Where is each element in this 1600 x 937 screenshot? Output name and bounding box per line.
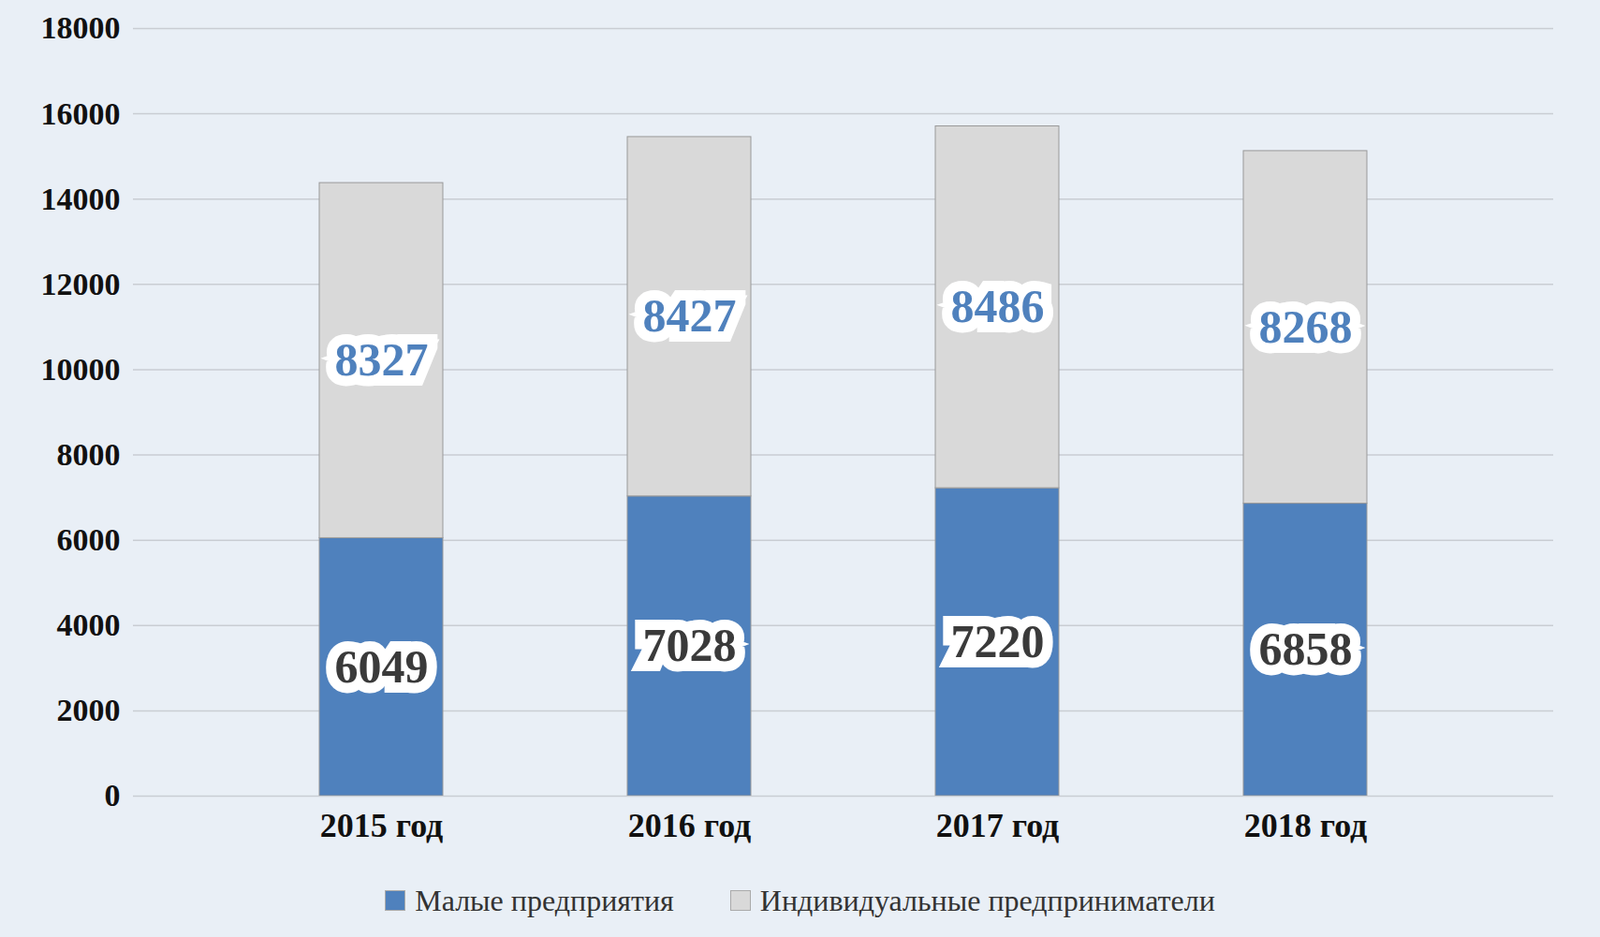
svg-text:2016 год: 2016 год bbox=[628, 807, 752, 845]
svg-text:18000: 18000 bbox=[41, 10, 121, 45]
svg-text:14000: 14000 bbox=[41, 181, 121, 217]
svg-text:6858: 6858 bbox=[1259, 622, 1353, 676]
html-text:Индивидуальные предприниматели: Индивидуальные предприниматели bbox=[760, 883, 1216, 918]
svg-text:8486: 8486 bbox=[951, 279, 1045, 333]
svg-text:4000: 4000 bbox=[57, 607, 121, 643]
svg-text:7220: 7220 bbox=[951, 615, 1045, 668]
svg-text:2015 год: 2015 год bbox=[320, 807, 444, 845]
svg-text:8000: 8000 bbox=[57, 437, 121, 472]
svg-text:12000: 12000 bbox=[41, 266, 121, 302]
svg-text:6000: 6000 bbox=[57, 522, 121, 558]
svg-text:16000: 16000 bbox=[41, 95, 121, 131]
svg-text:6049: 6049 bbox=[335, 640, 429, 693]
svg-text:10000: 10000 bbox=[41, 352, 121, 387]
svg-text:0: 0 bbox=[104, 777, 121, 813]
svg-text:8268: 8268 bbox=[1259, 300, 1353, 353]
svg-text:8327: 8327 bbox=[335, 333, 429, 386]
html-text:Малые предприятия: Малые предприятия bbox=[414, 883, 674, 918]
svg-text:8427: 8427 bbox=[643, 289, 737, 342]
svg-text:2000: 2000 bbox=[57, 692, 121, 728]
svg-text:2017 год: 2017 год bbox=[936, 807, 1060, 845]
svg-text:2018 год: 2018 год bbox=[1244, 807, 1368, 845]
svg-text:7028: 7028 bbox=[643, 618, 737, 672]
